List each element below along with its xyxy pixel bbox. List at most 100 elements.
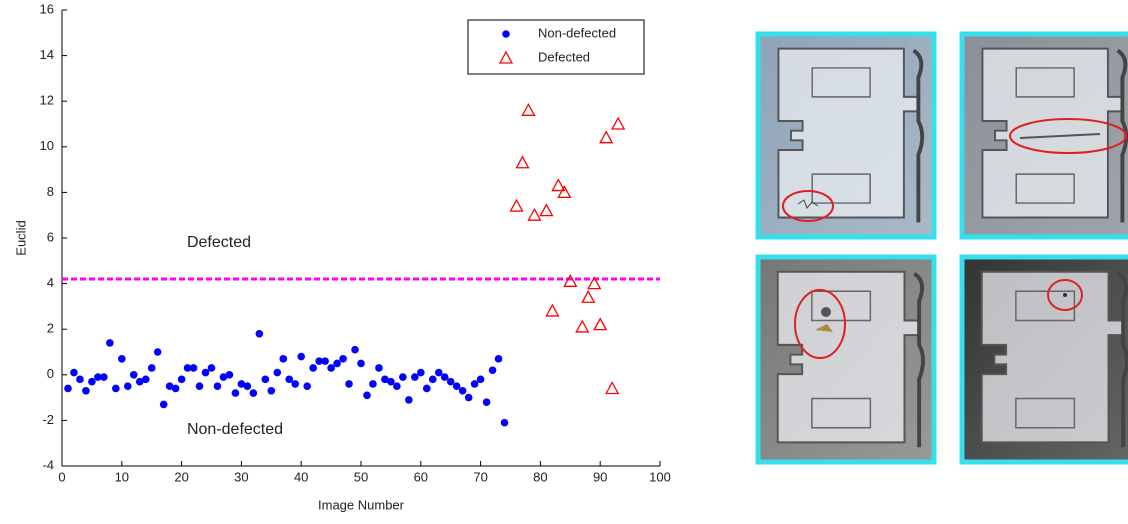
data-point — [452, 382, 461, 391]
data-point — [405, 396, 413, 404]
data-point — [387, 377, 395, 386]
data-point — [494, 355, 503, 363]
data-point — [118, 355, 126, 363]
x-tick-label: 0 — [58, 469, 65, 484]
legend-marker — [498, 50, 514, 64]
defect-images — [755, 31, 1128, 465]
data-point — [488, 366, 497, 375]
x-tick-label: 30 — [234, 469, 248, 484]
y-tick-label: 4 — [47, 275, 54, 290]
data-point — [195, 382, 204, 391]
data-point — [411, 373, 419, 381]
data-point — [321, 357, 329, 365]
data-point — [189, 364, 198, 372]
data-point — [357, 359, 365, 368]
data-point — [303, 382, 311, 391]
data-point — [309, 364, 317, 372]
y-axis-label: Euclid — [13, 220, 28, 255]
legend-marker — [502, 30, 510, 38]
data-point — [291, 380, 300, 388]
data-point — [363, 391, 371, 400]
data-point — [476, 375, 485, 384]
data-point — [500, 418, 509, 427]
y-tick-label: 12 — [40, 93, 54, 108]
data-point — [141, 375, 150, 384]
data-point — [219, 373, 228, 381]
data-point — [375, 364, 383, 372]
data-point — [515, 155, 530, 169]
y-tick-label: 8 — [47, 184, 54, 199]
data-point — [70, 368, 78, 377]
plot: 0 10 20 30 40 50 60 70 80 90 100 -4 -2 0 2 4 6 8 10 12 14 16 I… — [13, 1, 670, 512]
legend-box — [467, 19, 645, 75]
data-point — [333, 359, 341, 368]
data-point — [521, 102, 536, 116]
data-point — [261, 375, 270, 384]
data-point — [422, 384, 431, 393]
data-point — [147, 364, 156, 372]
data-point — [243, 382, 252, 391]
data-point — [153, 348, 162, 356]
data-point — [64, 384, 72, 393]
legend-label: Defected — [538, 49, 590, 64]
data-point — [201, 368, 210, 377]
data-point — [587, 276, 602, 290]
data-point — [446, 377, 455, 386]
y-tick-label: -2 — [42, 412, 54, 427]
image-panel — [755, 254, 937, 465]
data-point — [399, 373, 407, 381]
data-point — [482, 398, 491, 406]
data-point — [440, 373, 449, 381]
data-point — [575, 319, 590, 333]
data-point — [599, 130, 614, 144]
data-point — [417, 368, 425, 377]
data-point — [82, 386, 90, 395]
annotation: Defected — [187, 234, 251, 251]
data-point — [297, 352, 306, 361]
data-point — [100, 373, 108, 381]
y-tick-label: -4 — [42, 457, 54, 472]
x-tick-label: 80 — [533, 469, 547, 484]
data-point — [273, 368, 282, 377]
data-point — [545, 303, 560, 317]
x-tick-label: 20 — [174, 469, 188, 484]
data-point — [225, 371, 234, 379]
data-point — [159, 400, 168, 409]
data-point — [112, 384, 120, 393]
x-tick-label: 40 — [294, 469, 308, 484]
data-point — [563, 273, 578, 287]
x-axis-label: Image Number — [318, 497, 405, 512]
data-point — [458, 386, 467, 395]
data-point — [611, 116, 626, 130]
data-point — [255, 329, 264, 338]
data-point — [464, 393, 473, 402]
data-point — [351, 345, 359, 354]
data-point — [171, 384, 180, 393]
data-point — [129, 371, 138, 379]
data-point — [183, 364, 192, 372]
data-point — [177, 375, 186, 384]
data-point — [94, 373, 102, 381]
y-tick-label: 16 — [40, 1, 54, 16]
image-panel — [755, 31, 937, 240]
data-point — [165, 382, 174, 391]
data-point — [76, 375, 84, 384]
x-tick-label: 100 — [649, 469, 671, 484]
data-point — [135, 377, 144, 386]
data-point — [345, 380, 353, 388]
image-panel — [959, 254, 1128, 465]
data-point — [285, 375, 294, 384]
legend-label: Non-defected — [538, 25, 616, 40]
data-point — [237, 380, 246, 388]
y-tick-label: 2 — [47, 321, 54, 336]
data-point — [593, 317, 608, 331]
data-point — [557, 185, 572, 199]
data-point — [213, 382, 222, 391]
data-point — [581, 289, 596, 303]
x-tick-label: 10 — [115, 469, 129, 484]
x-tick-label: 50 — [354, 469, 368, 484]
data-point — [88, 377, 96, 386]
x-tick-label: 60 — [414, 469, 428, 484]
y-tick-label: 0 — [47, 366, 54, 381]
data-point — [267, 386, 276, 395]
